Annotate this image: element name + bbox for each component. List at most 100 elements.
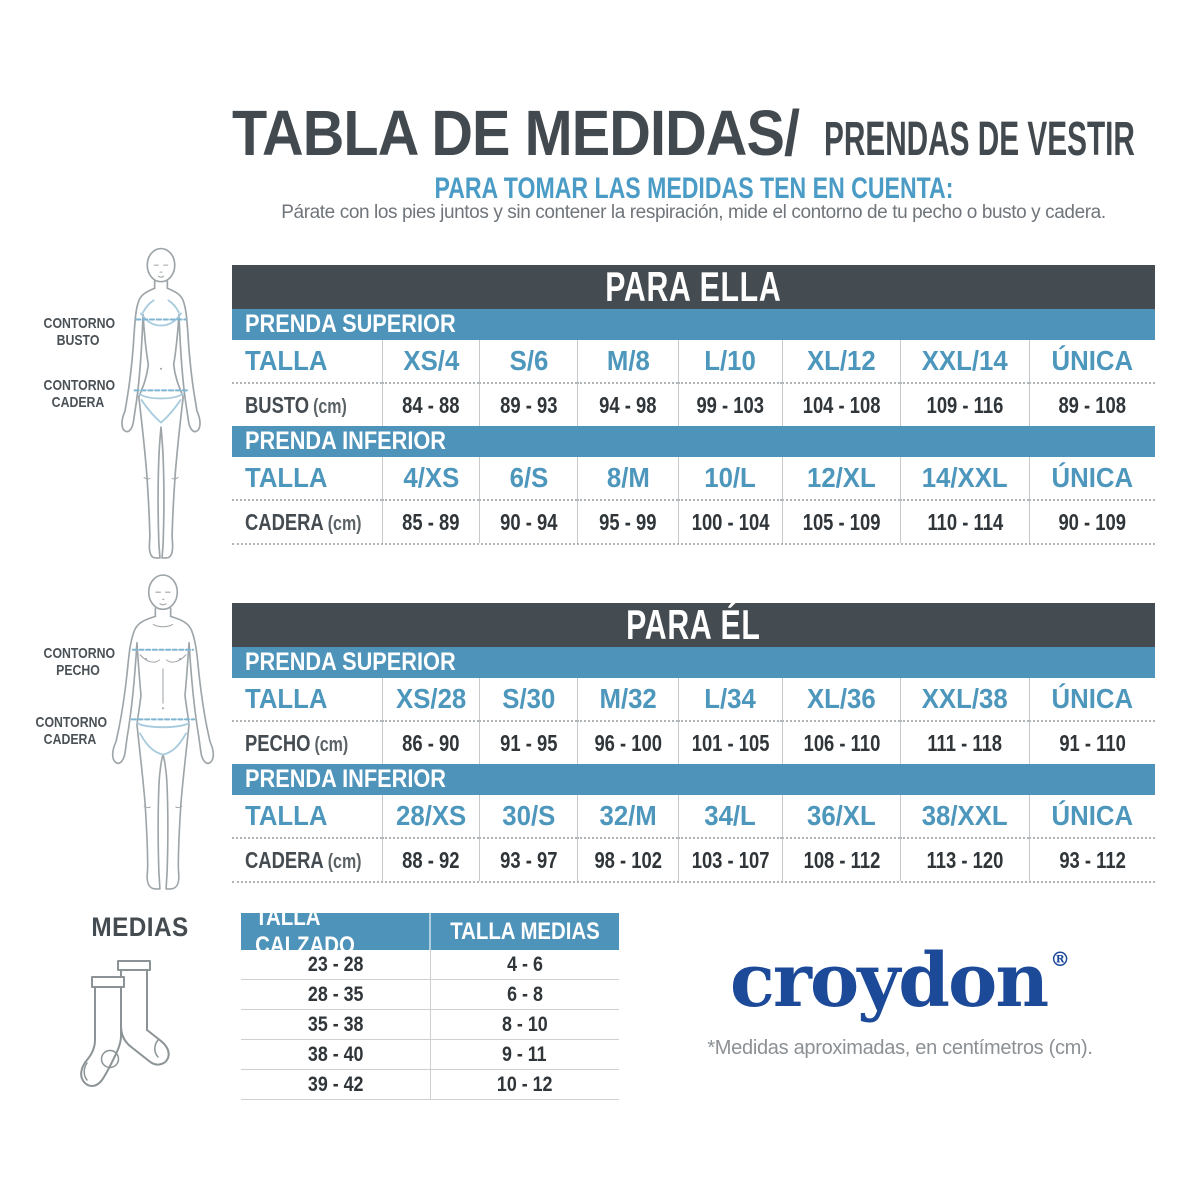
value-cell: 89 - 93 xyxy=(479,382,578,426)
table-para-el: PARA ÉL PRENDA SUPERIOR TALLA XS/28 S/30… xyxy=(232,601,1155,883)
medias-header-medias: TALLA MEDIAS xyxy=(429,913,619,950)
size-cell: XL/36 xyxy=(782,678,900,720)
value-cell: 104 - 108 xyxy=(782,382,901,426)
value-cell: 95 - 99 xyxy=(577,499,678,543)
value-cell: 99 - 103 xyxy=(677,382,783,426)
page-title-sub: PRENDAS DE VESTIR xyxy=(824,113,1135,166)
size-cell: 6/S xyxy=(479,457,577,499)
size-cell: 8/M xyxy=(577,457,678,499)
female-head xyxy=(146,247,176,283)
male-figure xyxy=(111,574,215,890)
table-title-el: PARA ÉL xyxy=(232,601,1155,648)
male-briefs xyxy=(136,722,190,756)
size-label-cell: TALLA xyxy=(245,800,328,831)
size-cell: S/30 xyxy=(479,678,577,720)
female-measure-lines xyxy=(133,318,189,392)
ella-prenda-superior: PRENDA SUPERIOR TALLA XS/4 S/6 M/8 L/10 … xyxy=(232,309,1155,426)
label-contorno-cadera-male: CONTORNO CADERA xyxy=(35,714,108,748)
female-top-garment xyxy=(139,299,183,327)
el-prenda-superior: PRENDA SUPERIOR TALLA XS/28 S/30 M/32 L/… xyxy=(232,647,1155,764)
value-cell: 105 - 109 xyxy=(782,499,901,543)
value-cell: 84 - 88 xyxy=(381,382,480,426)
value-cell: 91 - 110 xyxy=(1028,720,1155,764)
size-cell: ÚNICA xyxy=(1028,457,1155,499)
size-cell: 30/S xyxy=(479,795,577,837)
size-cell: XS/4 xyxy=(381,340,480,382)
value-cell: 98 - 102 xyxy=(577,837,678,881)
measure-label-cell: PECHO (cm) xyxy=(232,720,382,764)
size-grid: TALLA 28/XS 30/S 32/M 34/L 36/XL 38/XXL … xyxy=(232,795,1155,883)
size-cell: ÚNICA xyxy=(1028,678,1155,720)
value-cell: 94 - 98 xyxy=(577,382,678,426)
size-label-cell: TALLA xyxy=(245,462,328,493)
size-cell: XXL/14 xyxy=(900,340,1028,382)
value-cell: 100 - 104 xyxy=(677,499,783,543)
size-cell: XXL/38 xyxy=(900,678,1028,720)
medias-header-calzado: TALLA CALZADO xyxy=(255,903,355,959)
size-grid: TALLA XS/4 S/6 M/8 L/10 XL/12 XXL/14 ÚNI… xyxy=(232,340,1155,426)
size-cell: 38/XXL xyxy=(900,795,1028,837)
size-cell: 28/XS xyxy=(381,795,480,837)
female-figure xyxy=(121,247,201,559)
female-bottom-garment xyxy=(138,393,184,424)
label-contorno-cadera-female: CONTORNO CADERA xyxy=(43,377,116,411)
ella-prenda-inferior: PRENDA INFERIOR TALLA 4/XS 6/S 8/M 10/L … xyxy=(232,426,1155,545)
medias-header-row: TALLA CALZADO TALLA MEDIAS xyxy=(241,903,619,959)
brand-logo: croydon ® xyxy=(690,938,1110,1024)
value-cell: 85 - 89 xyxy=(381,499,480,543)
medias-table: TALLA CALZADO TALLA MEDIAS 23 - 28 4 - 6… xyxy=(241,903,619,1100)
value-cell: 86 - 90 xyxy=(381,720,480,764)
section-band: PRENDA SUPERIOR xyxy=(232,647,1155,678)
medias-row: 39 - 42 10 - 12 xyxy=(241,1070,619,1100)
label-contorno-busto: CONTORNO BUSTO xyxy=(43,315,116,349)
value-cell: 89 - 108 xyxy=(1028,382,1155,426)
page-description: Párate con los pies juntos y sin contene… xyxy=(281,202,1106,223)
size-cell: 14/XXL xyxy=(900,457,1028,499)
section-band: PRENDA INFERIOR xyxy=(232,764,1155,795)
size-grid: TALLA XS/28 S/30 M/32 L/34 XL/36 XXL/38 … xyxy=(232,678,1155,764)
value-cell: 103 - 107 xyxy=(677,837,783,881)
socks-icon xyxy=(80,960,170,1087)
size-cell: 36/XL xyxy=(782,795,900,837)
value-cell: 110 - 114 xyxy=(900,499,1029,543)
value-cell: 101 - 105 xyxy=(677,720,783,764)
size-cell: XS/28 xyxy=(381,678,480,720)
page-title: TABLA DE MEDIDAS/PRENDAS DE VESTIR xyxy=(232,96,1192,169)
page-title-main: TABLA DE MEDIDAS/ xyxy=(232,97,800,169)
value-cell: 96 - 100 xyxy=(577,720,678,764)
size-label-cell: TALLA xyxy=(245,345,328,376)
section-band: PRENDA SUPERIOR xyxy=(232,309,1155,340)
female-body-outline xyxy=(121,287,201,559)
brand-wordmark: croydon xyxy=(729,938,1049,1024)
size-cell: ÚNICA xyxy=(1028,795,1155,837)
size-cell: M/32 xyxy=(577,678,678,720)
size-cell: ÚNICA xyxy=(1028,340,1155,382)
size-label-cell: TALLA xyxy=(245,683,328,714)
size-cell: 32/M xyxy=(577,795,678,837)
table-para-ella: PARA ELLA PRENDA SUPERIOR TALLA XS/4 S/6… xyxy=(232,263,1155,545)
medias-row: 38 - 40 9 - 11 xyxy=(241,1040,619,1070)
value-cell: 108 - 112 xyxy=(782,837,901,881)
male-measure-lines xyxy=(130,648,196,721)
measure-label-cell: CADERA (cm) xyxy=(232,499,382,543)
el-prenda-inferior: PRENDA INFERIOR TALLA 28/XS 30/S 32/M 34… xyxy=(232,764,1155,883)
size-cell: XL/12 xyxy=(782,340,900,382)
label-contorno-pecho: CONTORNO PECHO xyxy=(43,645,116,679)
male-head xyxy=(147,574,179,611)
registered-mark: ® xyxy=(1050,947,1071,971)
value-cell: 90 - 109 xyxy=(1028,499,1155,543)
measure-label-cell: CADERA (cm) xyxy=(232,837,382,881)
value-cell: 91 - 95 xyxy=(479,720,578,764)
table-title-ella: PARA ELLA xyxy=(232,263,1155,310)
medias-row: 23 - 28 4 - 6 xyxy=(241,950,619,980)
value-cell: 93 - 97 xyxy=(479,837,578,881)
page-subtitle: PARA TOMAR LAS MEDIDAS TEN EN CUENTA: xyxy=(434,172,953,205)
value-cell: 93 - 112 xyxy=(1028,837,1155,881)
value-cell: 106 - 110 xyxy=(782,720,901,764)
male-body-outline xyxy=(111,615,215,890)
size-grid: TALLA 4/XS 6/S 8/M 10/L 12/XL 14/XXL ÚNI… xyxy=(232,457,1155,545)
size-cell: 4/XS xyxy=(381,457,480,499)
size-cell: 12/XL xyxy=(782,457,900,499)
value-cell: 111 - 118 xyxy=(900,720,1029,764)
